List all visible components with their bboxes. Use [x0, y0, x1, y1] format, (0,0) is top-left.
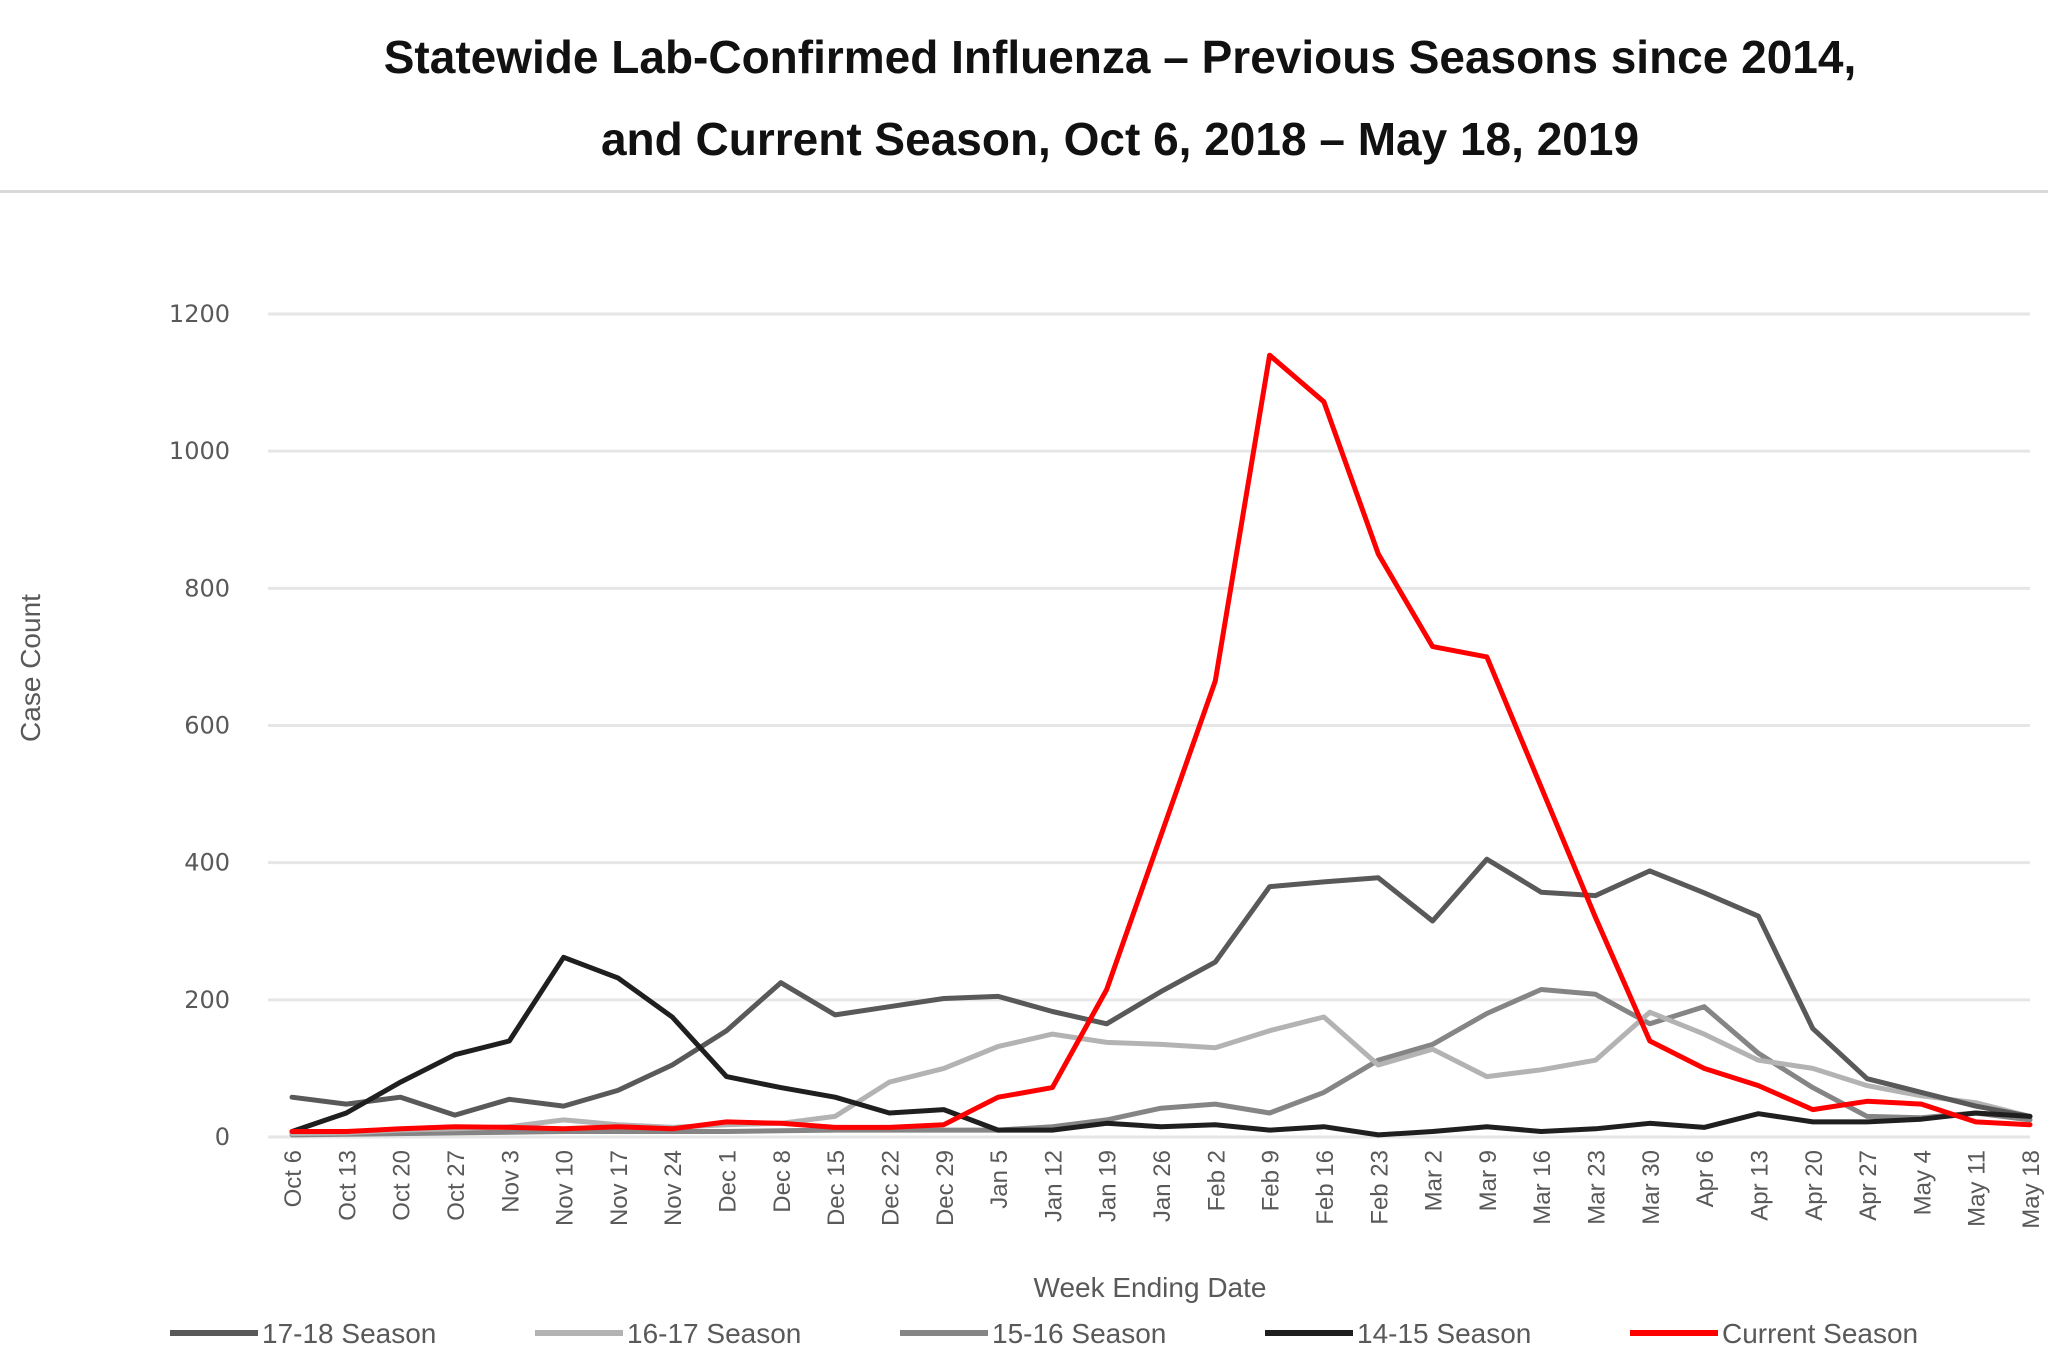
x-tick-label: Oct 13: [334, 1150, 361, 1221]
legend-label: 15-16 Season: [992, 1318, 1166, 1349]
x-tick-label: Mar 16: [1529, 1150, 1556, 1225]
x-tick-label: Oct 6: [280, 1150, 307, 1207]
x-tick-label: Nov 10: [552, 1150, 579, 1226]
x-tick-label: Mar 23: [1584, 1150, 1611, 1225]
x-tick-label: Apr 27: [1855, 1150, 1882, 1221]
legend-item-current-season: Current Season: [1630, 1318, 1918, 1349]
legend: 17-18 Season 16-17 Season 15-16 Season 14-1…: [170, 1318, 1918, 1349]
x-tick-label: Jan 12: [1040, 1150, 1067, 1222]
x-tick-label: Apr 13: [1746, 1150, 1773, 1221]
x-tick-label: Dec 22: [877, 1150, 904, 1226]
x-tick-label: Jan 5: [986, 1150, 1013, 1209]
legend-item-16-17-season: 16-17 Season: [535, 1318, 801, 1349]
y-tick-label: 600: [184, 712, 230, 740]
y-tick-label: 800: [184, 574, 230, 602]
legend-item-17-18-season: 17-18 Season: [170, 1318, 436, 1349]
y-tick-label: 400: [184, 849, 230, 877]
y-axis-title: Case Count: [15, 594, 46, 742]
chart-title-block: Statewide Lab-Confirmed Influenza – Prev…: [0, 0, 2048, 193]
x-tick-label: Nov 24: [660, 1150, 687, 1226]
x-tick-label: Dec 1: [715, 1150, 742, 1213]
y-tick-label: 1200: [169, 300, 230, 328]
x-tick-label: Nov 3: [497, 1150, 524, 1213]
x-tick-label: Feb 23: [1366, 1150, 1393, 1225]
x-tick-label: Nov 17: [606, 1150, 633, 1226]
x-tick-label: Mar 30: [1638, 1150, 1665, 1225]
series-line-15-16-season: [289, 987, 2033, 1138]
chart-title-line-1: Statewide Lab-Confirmed Influenza – Prev…: [383, 31, 1857, 83]
x-tick-label: Feb 9: [1258, 1150, 1285, 1211]
x-tick-label: Apr 20: [1801, 1150, 1828, 1221]
x-tick-label: Feb 2: [1203, 1150, 1230, 1211]
series-line-current-season: [289, 352, 2033, 1134]
series-lines: [289, 352, 2033, 1138]
y-tick-label: 1000: [169, 437, 230, 465]
x-axis-title: Week Ending Date: [1034, 1272, 1267, 1303]
legend-label: 17-18 Season: [262, 1318, 436, 1349]
x-tick-label: Dec 8: [769, 1150, 796, 1213]
y-axis-ticks: 0 200 400 600 800 1000 1200: [169, 300, 230, 1151]
legend-label: 14-15 Season: [1357, 1318, 1531, 1349]
series-line-14-15-season: [289, 954, 2033, 1138]
x-tick-label: May 18: [2018, 1150, 2045, 1229]
series-line-17-18-season: [289, 856, 2033, 1119]
gridlines: [268, 312, 2030, 1139]
x-tick-label: Jan 26: [1149, 1150, 1176, 1222]
legend-label: Current Season: [1722, 1318, 1918, 1349]
x-tick-label: Jan 19: [1095, 1150, 1122, 1222]
legend-item-14-15-season: 14-15 Season: [1265, 1318, 1531, 1349]
legend-label: 16-17 Season: [627, 1318, 801, 1349]
x-tick-label: Dec 29: [932, 1150, 959, 1226]
y-tick-label: 200: [184, 986, 230, 1014]
x-tick-label: May 4: [1909, 1150, 1936, 1215]
series-line-16-17-season: [289, 1009, 2033, 1137]
x-tick-label: Mar 9: [1475, 1150, 1502, 1211]
x-tick-label: Oct 20: [389, 1150, 416, 1221]
y-tick-label: 0: [215, 1123, 230, 1151]
x-tick-label: Dec 15: [823, 1150, 850, 1226]
x-tick-label: Mar 2: [1421, 1150, 1448, 1211]
x-tick-label: Oct 27: [443, 1150, 470, 1221]
x-tick-label: Feb 16: [1312, 1150, 1339, 1225]
chart-title-line-2: and Current Season, Oct 6, 2018 – May 18…: [600, 113, 1640, 165]
x-tick-label: Apr 6: [1692, 1150, 1719, 1207]
legend-item-15-16-season: 15-16 Season: [900, 1318, 1166, 1349]
x-axis-ticks: Oct 6 Oct 13 Oct 20 Oct 27 Nov 3 Nov 10 Nov 17…: [280, 1150, 2045, 1229]
x-tick-label: May 11: [1964, 1150, 1991, 1227]
